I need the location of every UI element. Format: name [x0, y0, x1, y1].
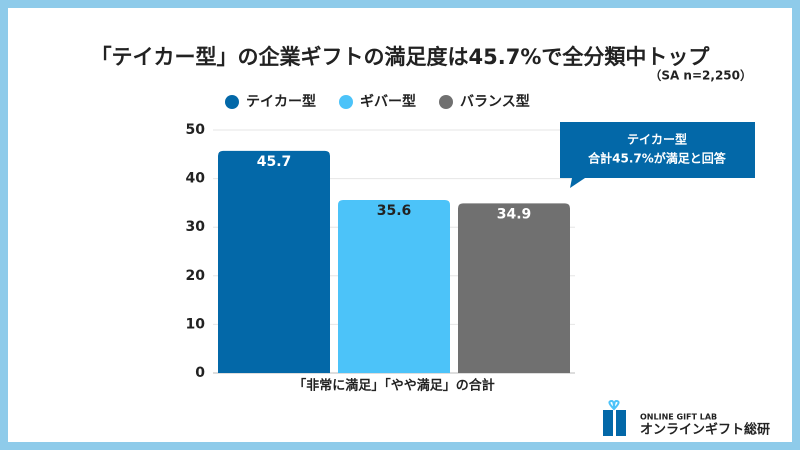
legend-swatch — [339, 95, 353, 109]
logo-ribbon — [608, 399, 620, 411]
logo-box — [603, 410, 613, 436]
bar — [458, 203, 570, 373]
y-tick-label: 0 — [195, 365, 205, 381]
legend-label: バランス型 — [460, 93, 530, 110]
brand-en: ONLINE GIFT LAB — [640, 413, 717, 422]
chart-title: 「テイカー型」の企業ギフトの満足度は45.7%で全分類中トップ — [91, 45, 711, 69]
annotation-text: 合計45.7%が満足と回答 — [588, 151, 727, 166]
logo-box — [616, 410, 626, 436]
y-tick-label: 10 — [186, 316, 206, 332]
bar — [338, 199, 450, 373]
y-tick-label: 40 — [186, 171, 206, 187]
bar — [218, 150, 330, 373]
annotation-text: テイカー型 — [627, 132, 687, 147]
legend-label: テイカー型 — [246, 93, 316, 110]
legend-swatch — [225, 95, 239, 109]
value-label: 35.6 — [377, 203, 412, 219]
brand-ja: オンラインギフト総研 — [640, 422, 770, 438]
value-label: 45.7 — [257, 154, 292, 170]
value-label: 34.9 — [497, 206, 532, 222]
legend-swatch — [439, 95, 453, 109]
y-tick-label: 30 — [186, 219, 206, 235]
chart-subtitle: （SA n=2,250） — [649, 68, 752, 83]
annotation-box — [560, 122, 755, 188]
legend-label: ギバー型 — [360, 93, 416, 110]
y-tick-label: 20 — [186, 268, 206, 284]
y-tick-label: 50 — [186, 122, 206, 138]
brand-logo: ONLINE GIFT LAB オンラインギフト総研 — [603, 399, 770, 438]
x-tick-label: 「非常に満足」「やや満足」の合計 — [293, 378, 495, 394]
